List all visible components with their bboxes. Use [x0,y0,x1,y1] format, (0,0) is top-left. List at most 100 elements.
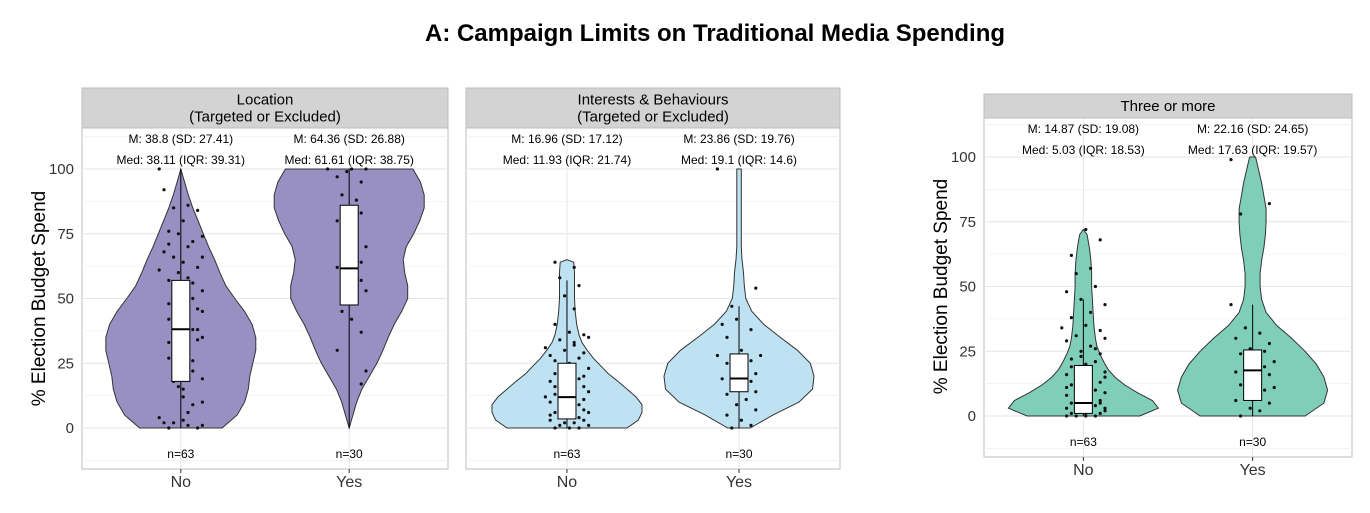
data-point [1079,354,1083,358]
y-tick-label: 0 [968,408,976,425]
stat-annotation-mean: M: 38.8 (SD: 27.41) [128,132,233,146]
stat-annotation-median: Med: 61.61 (IQR: 38.75) [284,153,413,167]
data-point [563,421,567,425]
data-point [1234,398,1238,403]
x-tick-label: No [1073,462,1094,479]
data-point [181,418,185,422]
data-point [553,392,557,396]
data-point [1065,393,1069,397]
data-point [587,410,591,415]
data-point [1069,316,1073,320]
data-point [1243,326,1247,330]
data-point [200,289,204,293]
data-point [1239,414,1243,418]
data-point [720,322,724,326]
data-point [1258,409,1262,413]
data-point [553,260,557,264]
data-point [577,356,581,360]
data-point [157,167,161,171]
y-tick-label: 25 [959,343,976,360]
data-point [359,330,363,334]
strip-title-line: (Targeted or Excluded) [189,109,341,126]
stat-annotation-mean: M: 16.96 (SD: 17.12) [511,132,622,146]
data-point [359,180,363,184]
x-tick-label: Yes [336,474,362,491]
data-point [196,328,200,332]
data-point [172,421,176,425]
data-point [1093,360,1097,364]
data-point [335,175,339,179]
data-point [1065,385,1069,390]
data-point [715,167,720,171]
data-point [553,385,557,389]
strip-title-line: Interests & Behaviours [578,92,729,109]
data-point [730,304,734,308]
data-point [1267,401,1271,405]
data-point [1065,406,1069,410]
data-point [587,390,591,394]
data-point [191,369,195,373]
data-point [1074,272,1078,276]
data-point [1098,401,1102,405]
data-point [1098,380,1102,384]
data-point [1103,303,1107,307]
data-point [720,377,724,381]
stat-annotation-median: Med: 17.63 (IQR: 19.57) [1188,143,1317,157]
data-point [587,366,591,370]
data-point [191,296,195,301]
data-point [200,234,204,238]
data-point [162,421,166,425]
data-point [754,408,758,412]
data-point [754,390,758,394]
data-point [196,338,200,342]
data-point [553,426,557,430]
y-tick-label: 75 [57,226,74,243]
data-point [181,260,185,264]
data-point [196,265,200,269]
data-point [335,219,339,223]
strip-title-line: (Targeted or Excluded) [577,109,729,126]
data-point [1089,266,1093,270]
panel-2: Interests & Behaviours(Targeted or Exclu… [465,87,841,491]
data-point [167,302,171,306]
data-point [196,307,200,311]
stat-annotation-median: Med: 19.1 (IQR: 14.6) [681,153,797,167]
x-tick-label: Yes [1240,462,1266,479]
data-point [567,330,572,334]
n-label: n=63 [1070,435,1097,449]
data-point [345,170,349,174]
data-point [543,395,548,399]
data-point [167,356,171,360]
figure-title: A: Campaign Limits on Traditional Media … [424,20,1006,47]
data-point [725,413,729,417]
data-point [1263,349,1267,353]
data-point [340,193,344,197]
violin-shape [663,168,815,429]
x-tick-label: No [171,474,192,491]
data-point [1272,360,1276,364]
data-point [1065,414,1069,418]
data-point [1103,370,1107,374]
data-point [558,276,562,280]
data-point [577,416,581,420]
data-point [181,387,185,391]
data-point [200,255,204,259]
data-point [553,359,557,363]
data-point [1098,238,1102,242]
data-point [172,206,176,210]
data-point [340,309,344,313]
panel-1: Location(Targeted or Excluded) 0 25 50 75 100… [29,87,449,491]
data-point [191,281,195,285]
data-point [1098,352,1102,356]
data-point [1234,336,1238,340]
data-point [335,265,339,269]
strip-header [81,87,449,129]
data-point [749,379,753,383]
group-yes: M: 23.86 (SD: 19.76) Med: 19.1 (IQR: 14.6… [663,132,815,491]
data-point [1069,365,1073,369]
data-point [548,413,552,417]
data-point [739,418,744,422]
data-point [587,335,591,339]
strip-title-line: Three or more [1120,98,1215,115]
data-point [364,167,368,171]
